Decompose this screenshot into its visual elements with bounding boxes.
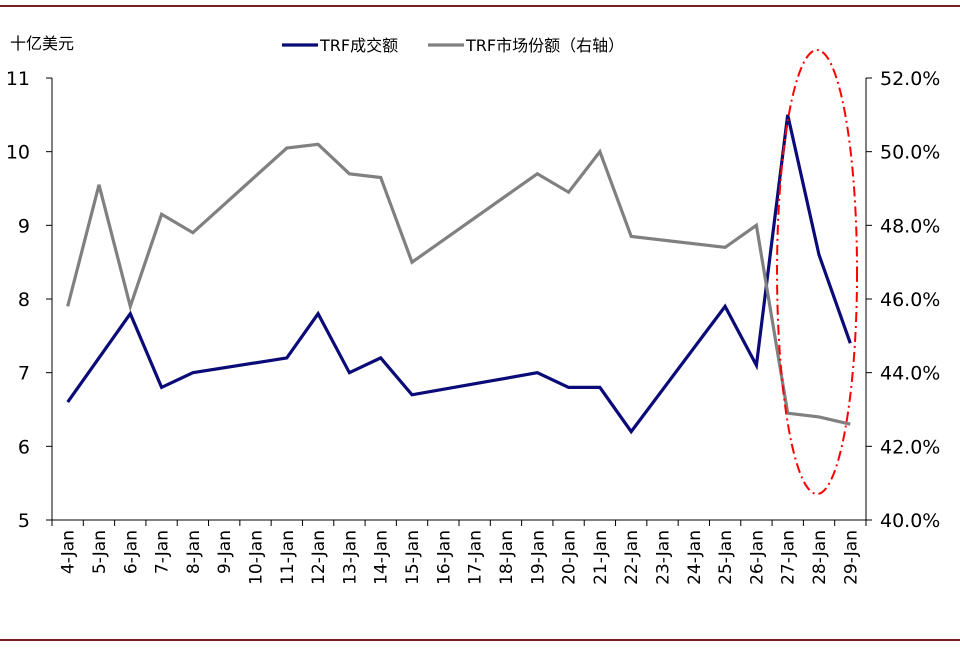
y-left-tick-label: 9	[18, 215, 30, 237]
x-tick-label: 21-Jan	[591, 530, 611, 585]
x-tick-label: 10-Jan	[247, 530, 267, 585]
legend-label-trf-share: TRF市场份额（右轴）	[465, 36, 624, 55]
y-right-tick-label: 42.0%	[880, 436, 940, 458]
y-left-tick-label: 11	[6, 68, 30, 90]
x-tick-label: 9-Jan	[215, 530, 235, 574]
x-tick-label: 8-Jan	[184, 530, 204, 574]
y-right-tick-label: 50.0%	[880, 142, 940, 164]
y-left-tick-label: 5	[18, 510, 30, 532]
y-right-tick-label: 40.0%	[880, 510, 940, 532]
x-tick-label: 14-Jan	[372, 530, 392, 585]
x-tick-label: 6-Jan	[121, 530, 141, 574]
series-line-trf-share	[68, 144, 851, 424]
y-left-tick-label: 10	[6, 142, 30, 164]
x-tick-label: 13-Jan	[340, 530, 360, 585]
y-left-tick-label: 6	[18, 436, 30, 458]
x-tick-label: 27-Jan	[779, 530, 799, 585]
x-tick-label: 4-Jan	[59, 530, 79, 574]
y-right-tick-label: 48.0%	[880, 215, 940, 237]
x-tick-label: 24-Jan	[685, 530, 705, 585]
y-right-tick-label: 46.0%	[880, 289, 940, 311]
x-tick-label: 15-Jan	[403, 530, 423, 585]
y-left-tick-label: 8	[18, 289, 30, 311]
x-tick-label: 5-Jan	[90, 530, 110, 574]
y-right-tick-label: 52.0%	[880, 68, 940, 90]
y-right-tick-label: 44.0%	[880, 363, 940, 385]
x-tick-label: 20-Jan	[560, 530, 580, 585]
x-tick-label: 19-Jan	[528, 530, 548, 585]
x-tick-label: 7-Jan	[153, 530, 173, 574]
legend-label-trf-volume: TRF成交额	[319, 36, 398, 55]
x-tick-label: 29-Jan	[841, 530, 861, 585]
y-left-tick-label: 7	[18, 363, 30, 385]
y-left-unit-label: 十亿美元	[10, 34, 74, 53]
series-line-trf-volume	[68, 115, 851, 432]
x-tick-label: 23-Jan	[654, 530, 674, 585]
x-tick-label: 25-Jan	[716, 530, 736, 585]
x-tick-label: 22-Jan	[622, 530, 642, 585]
x-tick-label: 18-Jan	[497, 530, 517, 585]
x-tick-label: 16-Jan	[434, 530, 454, 585]
x-tick-label: 28-Jan	[810, 530, 830, 585]
x-tick-label: 17-Jan	[466, 530, 486, 585]
x-tick-label: 12-Jan	[309, 530, 329, 585]
x-tick-label: 26-Jan	[747, 530, 767, 585]
x-tick-label: 11-Jan	[278, 530, 298, 585]
